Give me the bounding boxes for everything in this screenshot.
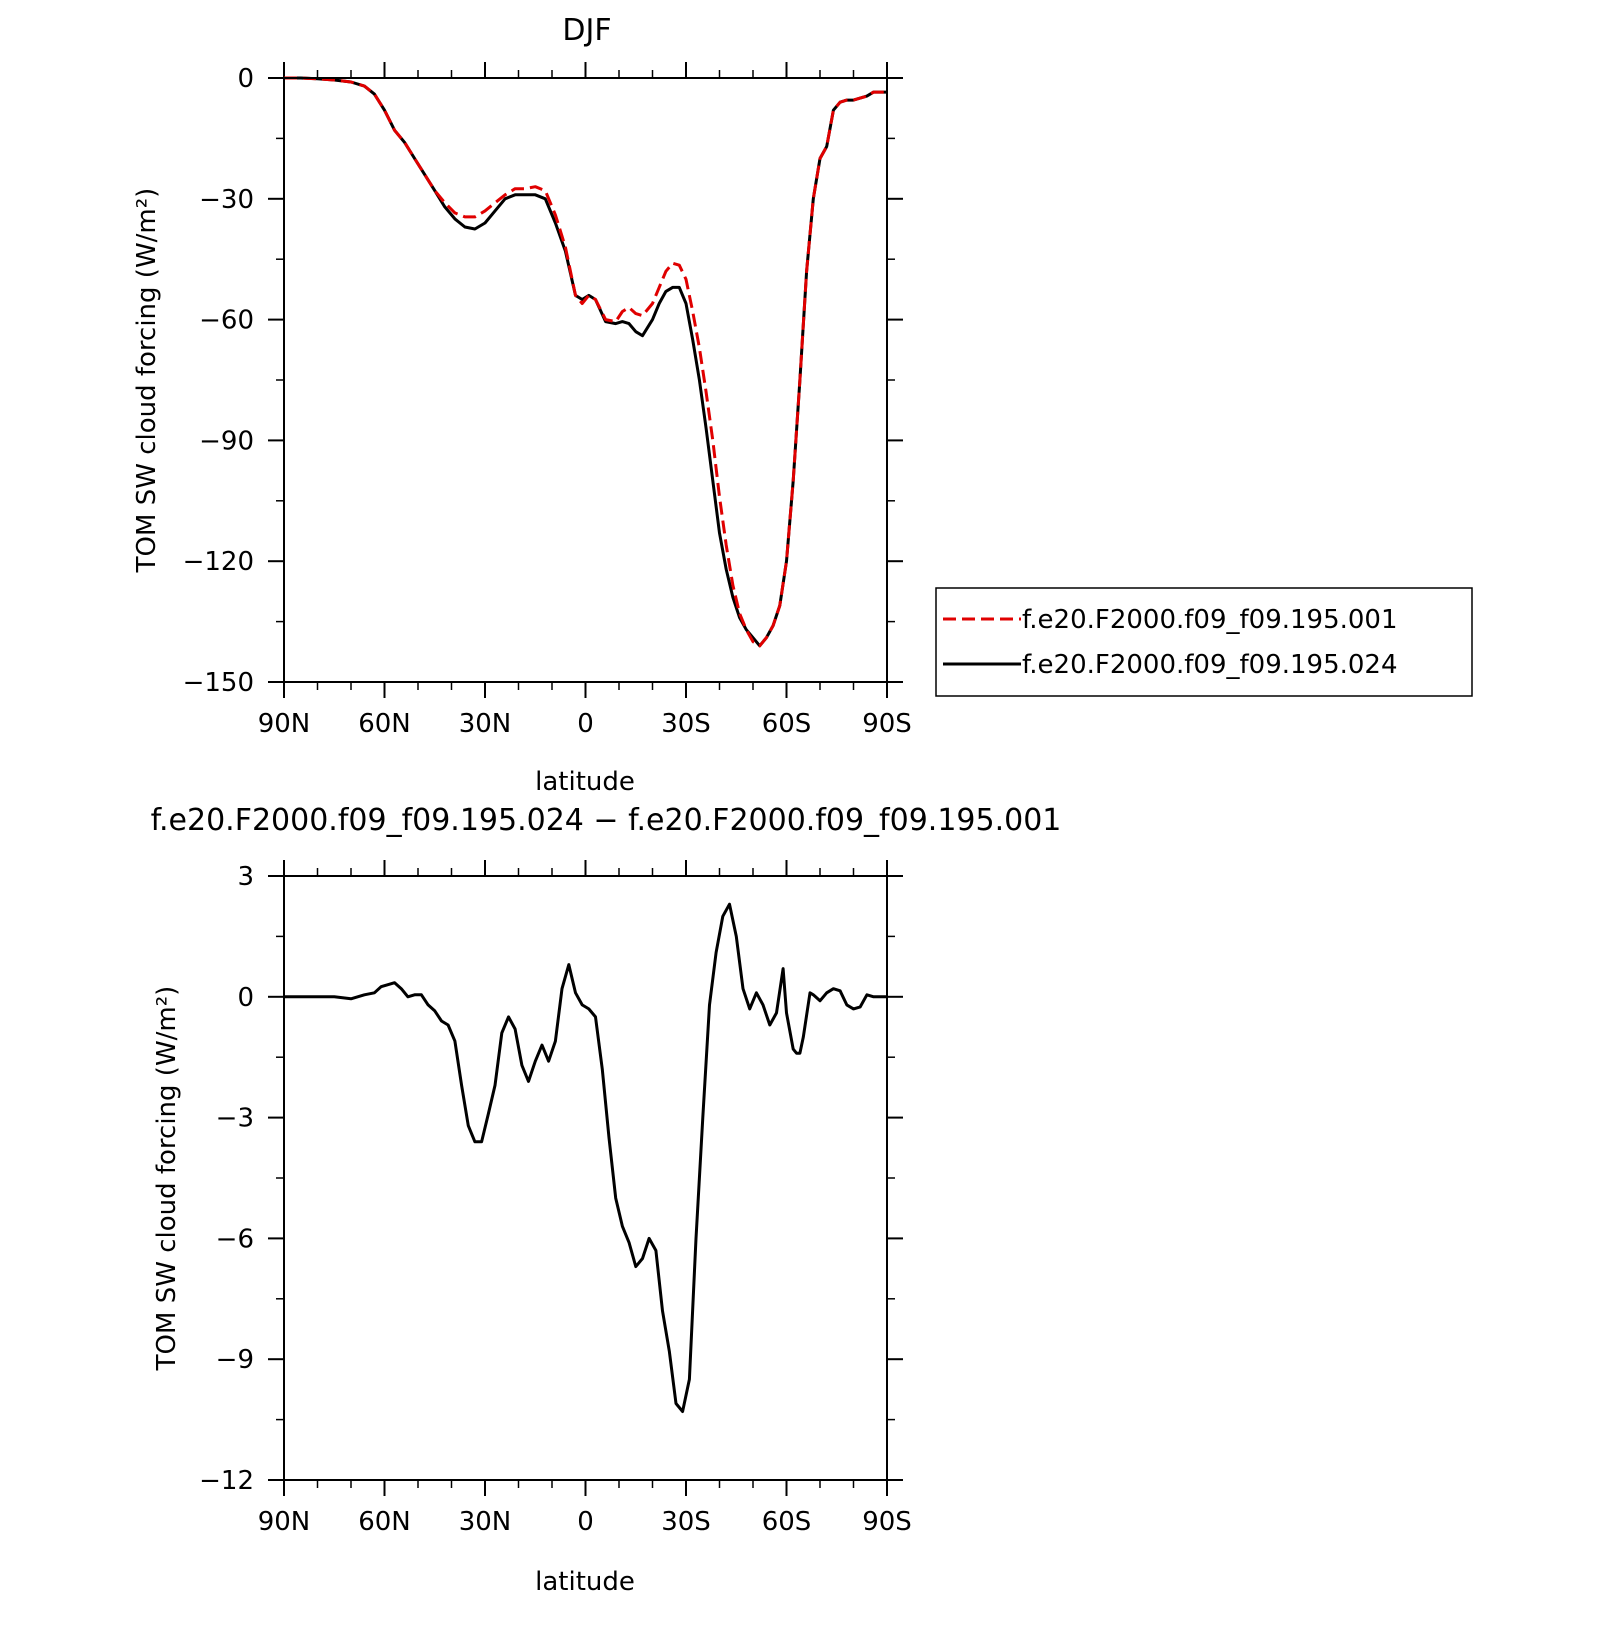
legend-entry-024: f.e20.F2000.f09_f09.195.024 bbox=[1022, 650, 1398, 680]
y-tick-label: −120 bbox=[183, 547, 254, 577]
plot-frame bbox=[283, 77, 888, 683]
x-tick-label: 30N bbox=[459, 1507, 512, 1537]
x-tick-label: 90S bbox=[862, 709, 912, 739]
y-tick-label: −60 bbox=[199, 306, 254, 336]
series-line-solid-0 bbox=[284, 902, 887, 1413]
y-tick-label: −90 bbox=[199, 426, 254, 456]
y-tick-label: 3 bbox=[237, 862, 254, 892]
y-tick-label: 0 bbox=[237, 983, 254, 1013]
legend-entry-001: f.e20.F2000.f09_f09.195.001 bbox=[1022, 605, 1398, 635]
y-tick-label: −6 bbox=[216, 1224, 254, 1254]
x-tick-label: 90N bbox=[258, 1507, 311, 1537]
series-line-solid-1 bbox=[284, 76, 887, 648]
djf-chart: DJF 90N 60N 30N 0 30S 60S 90S 0 −30 −60 −90 −120 −1… bbox=[132, 13, 1473, 797]
y-tick-labels: 0 −30 −60 −90 −120 −150 bbox=[183, 64, 254, 698]
x-tick-label: 90N bbox=[258, 709, 311, 739]
y-tick-label: −12 bbox=[199, 1466, 254, 1496]
x-tick-label: 60S bbox=[762, 709, 812, 739]
x-tick-label: 30N bbox=[459, 709, 512, 739]
x-tick-label: 90S bbox=[862, 1507, 912, 1537]
series-line-dashed-0 bbox=[284, 76, 887, 648]
x-tick-label: 60S bbox=[762, 1507, 812, 1537]
legend: f.e20.F2000.f09_f09.195.001 f.e20.F2000.… bbox=[935, 587, 1473, 697]
y-axis-label: TOM SW cloud forcing (W/m²) bbox=[152, 986, 182, 1372]
y-tick-label: 0 bbox=[237, 64, 254, 94]
y-tick-labels: 3 0 −3 −6 −9 −12 bbox=[199, 862, 254, 1496]
x-tick-labels: 90N 60N 30N 0 30S 60S 90S bbox=[258, 709, 912, 739]
y-tick-label: −3 bbox=[216, 1104, 254, 1134]
x-tick-label: 60N bbox=[358, 709, 411, 739]
axis-ticks bbox=[268, 860, 903, 1496]
series-lines bbox=[284, 902, 887, 1413]
chart-title: DJF bbox=[562, 13, 611, 48]
y-tick-label: −30 bbox=[199, 185, 254, 215]
x-tick-label: 0 bbox=[577, 1507, 594, 1537]
x-tick-label: 60N bbox=[358, 1507, 411, 1537]
difference-chart: f.e20.F2000.f09_f09.195.024 − f.e20.F200… bbox=[151, 803, 1062, 1597]
y-tick-label: −150 bbox=[183, 668, 254, 698]
axis-ticks bbox=[268, 62, 903, 698]
x-tick-label: 30S bbox=[661, 709, 711, 739]
x-axis-label: latitude bbox=[535, 1567, 635, 1597]
series-lines bbox=[284, 76, 887, 648]
x-tick-label: 0 bbox=[577, 709, 594, 739]
chart-title: f.e20.F2000.f09_f09.195.024 − f.e20.F200… bbox=[151, 803, 1062, 838]
x-tick-labels: 90N 60N 30N 0 30S 60S 90S bbox=[258, 1507, 912, 1537]
x-axis-label: latitude bbox=[535, 767, 635, 797]
y-axis-label: TOM SW cloud forcing (W/m²) bbox=[132, 188, 162, 574]
legend-box bbox=[935, 587, 1473, 697]
plot-frame bbox=[283, 875, 888, 1481]
y-tick-label: −9 bbox=[216, 1345, 254, 1375]
x-tick-label: 30S bbox=[661, 1507, 711, 1537]
